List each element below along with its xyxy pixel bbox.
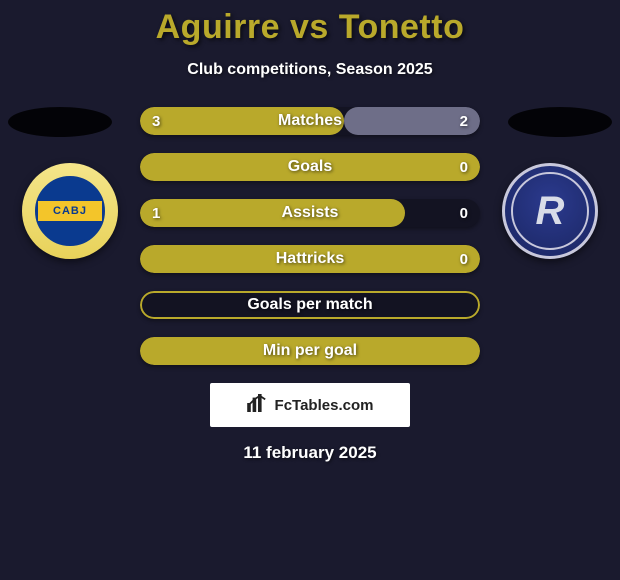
comparison-card: Aguirre vs Tonetto Club competitions, Se…	[0, 0, 620, 580]
stat-label: Goals per match	[140, 291, 480, 319]
player-shadow-right	[508, 107, 612, 137]
stat-value-right: 0	[460, 153, 468, 181]
brand-badge: FcTables.com	[210, 383, 410, 427]
player-shadow-left	[8, 107, 112, 137]
stat-row: Goals per match	[140, 291, 480, 319]
stat-rows: Matches32Goals0Assists10Hattricks0Goals …	[140, 107, 480, 365]
stat-row: Matches3 2	[140, 107, 480, 135]
stat-label: Goals	[140, 153, 480, 181]
page-title: Aguirre vs Tonetto	[0, 8, 620, 47]
crest-left-text: CABJ	[38, 205, 102, 217]
stat-label: Hattricks	[140, 245, 480, 273]
chart-bars-icon	[247, 394, 269, 416]
stat-label: Min per goal	[140, 337, 480, 365]
stat-value-right: 0	[460, 199, 468, 227]
date-text: 11 february 2025	[0, 443, 620, 463]
brand-text: FcTables.com	[275, 397, 374, 414]
stat-value-left: 3	[152, 107, 160, 135]
stat-row: Goals0	[140, 153, 480, 181]
stat-label: Matches	[140, 107, 480, 135]
team-crest-left: CABJ	[22, 163, 118, 259]
stat-value-right: 0	[460, 245, 468, 273]
content-area: CABJ R Matches32Goals0Assists10Hattricks…	[0, 107, 620, 463]
stat-row: Assists1 0	[140, 199, 480, 227]
stat-row: Hattricks0	[140, 245, 480, 273]
team-crest-right: R	[502, 163, 598, 259]
subtitle: Club competitions, Season 2025	[0, 61, 620, 79]
stat-value-left: 1	[152, 199, 160, 227]
stat-label: Assists	[140, 199, 480, 227]
stat-row: Min per goal	[140, 337, 480, 365]
stat-value-right: 2	[460, 107, 468, 135]
